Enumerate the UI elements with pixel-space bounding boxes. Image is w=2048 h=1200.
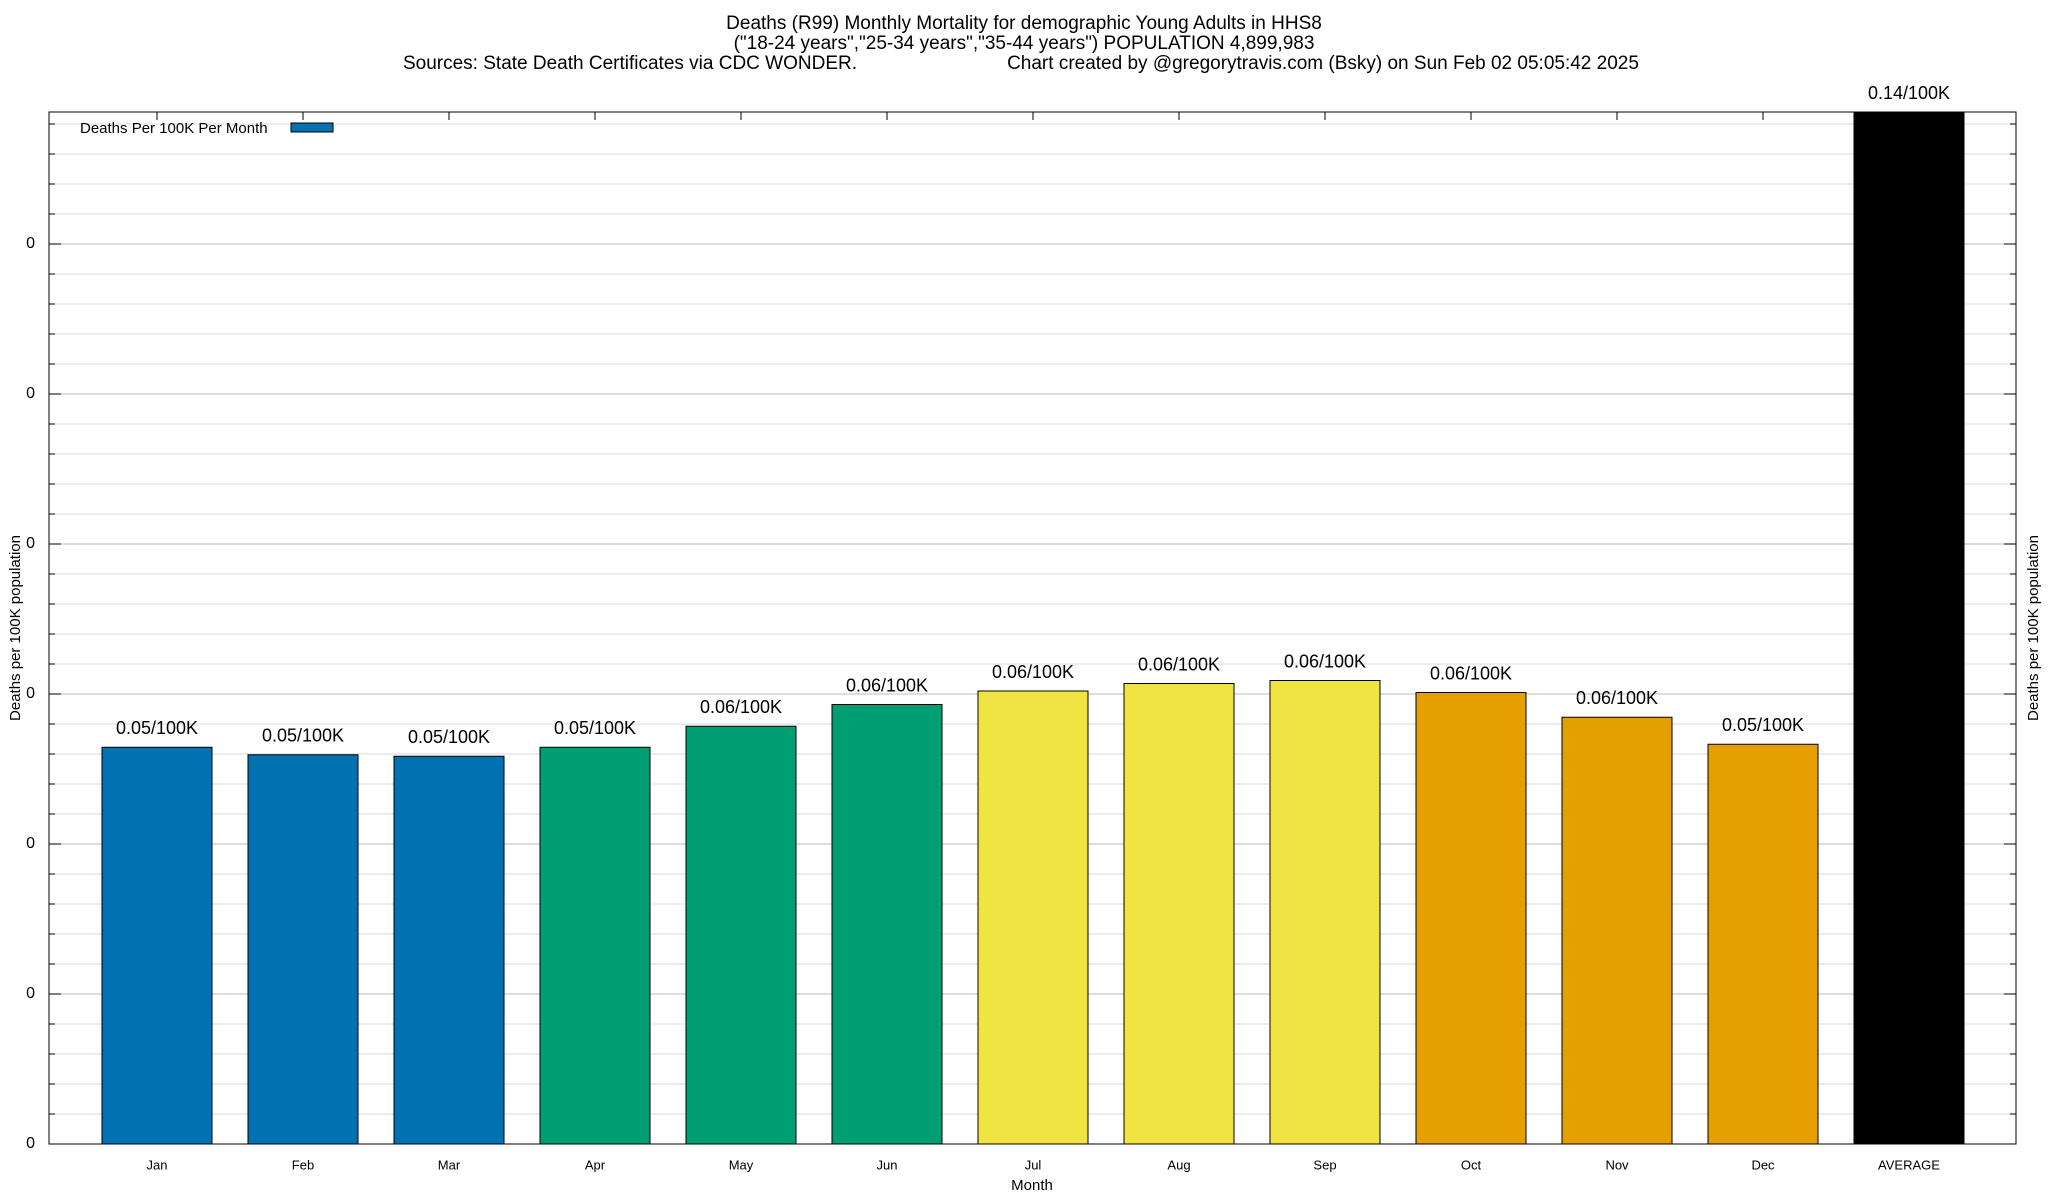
bar	[393, 755, 505, 1144]
y-tick-label: 0	[26, 235, 35, 252]
bar	[1707, 743, 1819, 1144]
y-tick-label: 0	[26, 1135, 35, 1152]
value-label: 0.06/100K	[1284, 651, 1366, 671]
x-tick-label: Feb	[292, 1157, 314, 1172]
y-axis-label: Deaths per 100K population	[7, 535, 24, 721]
bar	[539, 746, 651, 1144]
bar	[1853, 112, 1965, 1144]
bars	[101, 112, 1965, 1144]
value-label: 0.06/100K	[1138, 654, 1220, 674]
bar	[685, 725, 797, 1144]
value-label: 0.05/100K	[262, 726, 344, 746]
y2-axis-label: Deaths per 100K population	[2025, 535, 2042, 721]
legend-swatch	[290, 122, 334, 133]
bar	[1123, 683, 1235, 1144]
y-tick-label: 0	[26, 385, 35, 402]
x-tick-label: Jun	[877, 1157, 898, 1172]
x-tick-label: AVERAGE	[1878, 1157, 1940, 1172]
x-tick-label: Dec	[1751, 1157, 1775, 1172]
x-tick-label: May	[729, 1157, 754, 1172]
chart-title: Deaths (R99) Monthly Mortality for demog…	[726, 13, 1322, 34]
value-label: 0.05/100K	[1722, 715, 1804, 735]
bar	[101, 746, 213, 1144]
value-label: 0.06/100K	[1576, 688, 1658, 708]
value-label: 0.05/100K	[408, 727, 490, 747]
y-tick-label: 0	[26, 985, 35, 1002]
value-label: 0.05/100K	[554, 718, 636, 738]
bar	[1561, 716, 1673, 1144]
value-label: 0.14/100K	[1868, 83, 1950, 103]
legend-label: Deaths Per 100K Per Month	[80, 120, 268, 137]
bar	[977, 690, 1089, 1144]
x-axis-label: Month	[1011, 1177, 1053, 1194]
x-tick-label: Mar	[438, 1157, 461, 1172]
y-tick-label: 0	[26, 835, 35, 852]
x-tick-label: Jul	[1025, 1157, 1042, 1172]
x-tick-label: Nov	[1605, 1157, 1629, 1172]
value-label: 0.06/100K	[992, 662, 1074, 682]
sources: Sources: State Death Certificates via CD…	[403, 53, 857, 74]
y-tick-label: 0	[26, 535, 35, 552]
x-tick-label: Aug	[1167, 1157, 1190, 1172]
value-label: 0.05/100K	[116, 718, 198, 738]
credit: Chart created by @gregorytravis.com (Bsk…	[1007, 53, 1639, 74]
x-tick-label: Jan	[147, 1157, 168, 1172]
value-label: 0.06/100K	[846, 675, 928, 695]
bar	[1269, 680, 1381, 1144]
x-tick-label: Sep	[1313, 1157, 1336, 1172]
x-tick-label: Oct	[1461, 1157, 1482, 1172]
value-label: 0.06/100K	[700, 697, 782, 717]
x-tick-label: Apr	[585, 1157, 606, 1172]
bar	[1415, 692, 1527, 1144]
bar	[831, 704, 943, 1144]
chart-subtitle: ("18-24 years","25-34 years","35-44 year…	[734, 33, 1315, 54]
y-tick-label: 0	[26, 685, 35, 702]
value-label: 0.06/100K	[1430, 663, 1512, 683]
bar	[247, 754, 359, 1144]
